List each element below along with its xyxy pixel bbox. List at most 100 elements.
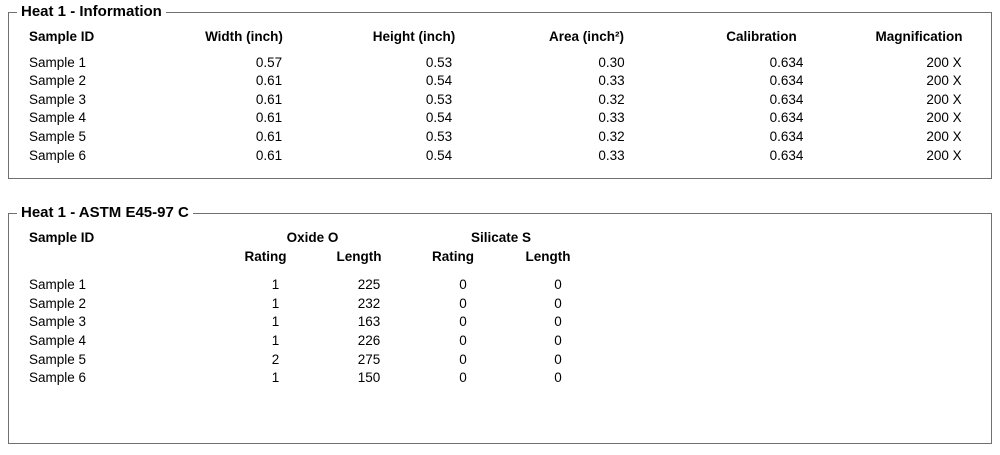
header-magnification: Magnification [875,29,963,44]
astm-group-header-row: Sample ID Oxide O Silicate S [9,229,989,248]
cell-height: 0.54 [425,147,453,163]
header-height: Height (inch) [372,29,456,44]
cell-oxide-rating: 1 [271,332,280,348]
cell-silicate-length: 0 [554,277,562,293]
table-row: Sample 3 0.61 0.53 0.32 0.634 200 X [9,91,989,110]
cell-silicate-rating: 0 [459,332,467,348]
astm-subheader-row: Rating Length Rating Length [9,248,989,277]
cell-silicate-rating: 0 [459,277,467,293]
cell-area: 0.32 [598,91,625,107]
cell-silicate-rating: 0 [459,295,467,311]
cell-silicate-length: 0 [554,314,562,330]
cell-oxide-length: 232 [357,295,381,311]
cell-filler [596,295,989,314]
cell-oxide-rating: 1 [271,370,280,386]
cell-magnification: 200 X [926,110,962,126]
cell-sample-id: Sample 2 [29,73,87,89]
cell-area: 0.32 [598,128,625,144]
cell-silicate-rating: 0 [459,370,467,386]
cell-oxide-length: 225 [357,277,381,293]
cell-filler [596,332,989,351]
cell-filler [596,369,989,388]
cell-calibration: 0.634 [769,73,804,89]
cell-width: 0.61 [255,91,283,107]
cell-sample-id: Sample 4 [29,332,87,348]
cell-area: 0.33 [598,110,625,126]
table-row: Sample 3 1 163 0 0 [9,313,989,332]
cell-oxide-rating: 1 [271,277,280,293]
cell-calibration: 0.634 [769,54,804,70]
cell-width: 0.61 [255,128,283,144]
heat1-information-groupbox: Heat 1 - Information Sample ID Width (in… [8,3,992,179]
cell-oxide-rating: 1 [271,295,280,311]
information-header-row: Sample ID Width (inch) Height (inch) Are… [9,28,989,54]
cell-silicate-length: 0 [554,370,562,386]
table-row: Sample 6 0.61 0.54 0.33 0.634 200 X [9,147,989,166]
cell-height: 0.53 [425,91,453,107]
table-row: Sample 5 2 275 0 0 [9,351,989,370]
cell-oxide-length: 275 [357,351,381,367]
cell-sample-id: Sample 3 [29,91,87,107]
cell-calibration: 0.634 [769,128,804,144]
cell-oxide-length: 226 [357,332,381,348]
cell-calibration: 0.634 [769,91,804,107]
table-row: Sample 5 0.61 0.53 0.32 0.634 200 X [9,128,989,147]
cell-magnification: 200 X [926,54,962,70]
cell-sample-id: Sample 5 [29,351,87,367]
cell-sample-id: Sample 5 [29,128,87,144]
cell-magnification: 200 X [926,91,962,107]
cell-width: 0.61 [255,110,283,126]
cell-filler [596,351,989,370]
header-calibration: Calibration [726,29,797,44]
cell-width: 0.57 [255,54,283,70]
cell-height: 0.54 [425,110,453,126]
header-group-silicate: Silicate S [471,230,532,245]
header-silicate-length: Length [525,248,571,264]
table-row: Sample 6 1 150 0 0 [9,369,989,388]
cell-sample-id: Sample 1 [29,54,87,70]
cell-silicate-rating: 0 [459,314,467,330]
cell-oxide-rating: 2 [271,351,280,367]
cell-magnification: 200 X [926,73,962,89]
cell-silicate-length: 0 [554,351,562,367]
cell-filler [596,313,989,332]
cell-magnification: 200 X [926,147,962,163]
cell-silicate-rating: 0 [459,351,467,367]
cell-sample-id: Sample 3 [29,314,87,330]
table-row: Sample 4 1 226 0 0 [9,332,989,351]
cell-filler [596,276,989,295]
table-row: Sample 1 1 225 0 0 [9,276,989,295]
header-sample-id: Sample ID [29,29,95,44]
cell-sample-id: Sample 6 [29,370,87,386]
cell-oxide-length: 150 [357,370,381,386]
heat1-astm-legend: Heat 1 - ASTM E45-97 C [17,204,193,221]
subheader-spacer [9,248,219,277]
header-area: Area (inch²) [548,29,624,44]
cell-area: 0.33 [598,147,625,163]
cell-calibration: 0.634 [769,147,804,163]
cell-sample-id: Sample 4 [29,110,87,126]
table-row: Sample 2 0.61 0.54 0.33 0.634 200 X [9,72,989,91]
header-group-oxide: Oxide O [286,230,339,245]
cell-sample-id: Sample 6 [29,147,87,163]
cell-width: 0.61 [255,73,283,89]
cell-area: 0.33 [598,73,625,89]
header-filler [596,229,989,248]
cell-magnification: 200 X [926,128,962,144]
cell-width: 0.61 [255,147,283,163]
cell-sample-id: Sample 2 [29,295,87,311]
cell-oxide-length: 163 [357,314,381,330]
cell-area: 0.30 [598,54,625,70]
table-row: Sample 4 0.61 0.54 0.33 0.634 200 X [9,109,989,128]
header-oxide-length: Length [336,248,382,264]
header-sample-id: Sample ID [29,230,95,245]
cell-silicate-length: 0 [554,332,562,348]
heat1-information-legend: Heat 1 - Information [17,3,166,20]
information-table: Sample ID Width (inch) Height (inch) Are… [9,28,989,165]
cell-height: 0.53 [425,128,453,144]
cell-height: 0.53 [425,54,453,70]
cell-height: 0.54 [425,73,453,89]
astm-table: Sample ID Oxide O Silicate S Rating Leng… [9,229,989,388]
cell-silicate-length: 0 [554,295,562,311]
heat1-astm-groupbox: Heat 1 - ASTM E45-97 C Sample ID Oxide O… [8,204,992,444]
